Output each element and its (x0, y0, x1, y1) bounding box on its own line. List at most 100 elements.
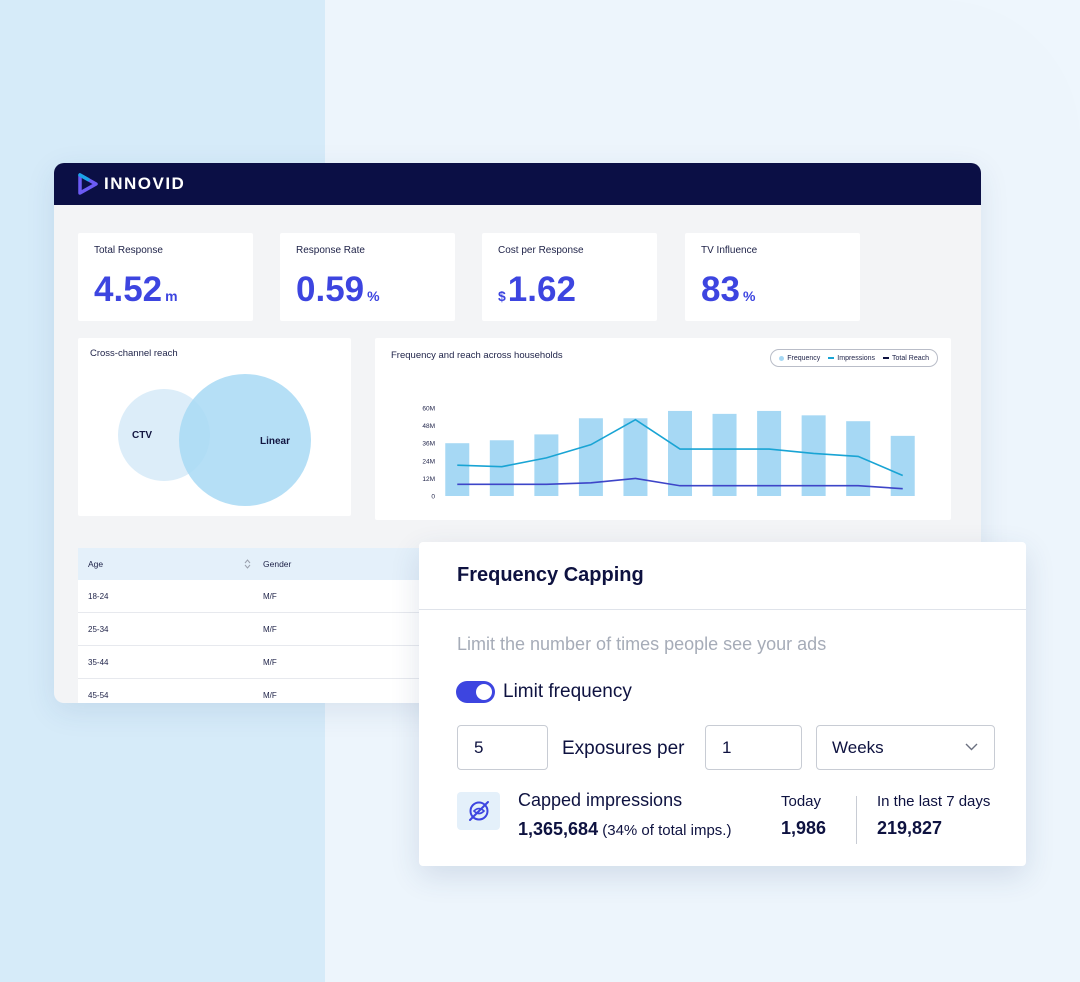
frequency-bar[interactable] (801, 415, 826, 496)
kpi-label: Response Rate (296, 245, 365, 256)
table-header: Age Gender (78, 548, 478, 580)
age-header-label: Age (88, 559, 104, 569)
y-tick-label: 0 (431, 494, 435, 501)
legend-dot (779, 355, 785, 361)
linear-label: Linear (260, 436, 291, 447)
gender-cell: M/F (263, 624, 277, 634)
divider (419, 609, 1026, 610)
period-unit-value: Weeks (832, 737, 884, 757)
period-count-input[interactable]: 1 (705, 725, 802, 770)
frequency-bar[interactable] (668, 410, 692, 496)
frequency-chart: 60M 48M 36M 24M 12M 0 (422, 406, 915, 501)
today-value: 1,986 (781, 818, 827, 838)
y-tick-label: 48M (422, 423, 435, 430)
today-label: Today (781, 793, 822, 810)
linear-circle (179, 374, 311, 506)
kpi-response-rate: Response Rate 0.59 % (280, 233, 455, 321)
card-title: Frequency Capping (457, 564, 644, 586)
y-tick-label: 36M (422, 441, 435, 448)
capped-impressions-value: 1,365,684 (34% of total imps.) (518, 819, 731, 840)
kpi-tv-influence: TV Influence 83 % (685, 233, 860, 321)
legend-total-reach: Total Reach (883, 355, 929, 362)
table-row[interactable]: 18-24 M/F (78, 580, 478, 613)
age-cell: 35-44 (88, 657, 109, 667)
age-column-header[interactable]: Age (78, 559, 263, 569)
last-7-days-value: 219,827 (877, 818, 943, 838)
period-unit-select[interactable]: Weeks (816, 725, 995, 770)
age-cell: 25-34 (88, 624, 109, 634)
demographics-table: Age Gender 18-24 M/F 25-34 M/F 35-44 M/F… (78, 548, 478, 703)
legend-line (883, 357, 890, 359)
legend-label: Frequency (787, 354, 821, 362)
capped-impressions-title: Capped impressions (518, 790, 683, 810)
eye-off-icon-wrap (457, 792, 500, 830)
card-subtitle: Limit the number of times people see you… (457, 634, 827, 654)
brand-name: INNOVID (104, 174, 186, 193)
gender-cell: M/F (263, 690, 277, 700)
toggle-label: Limit frequency (503, 681, 632, 702)
kpi-unit: % (367, 288, 380, 304)
kpi-label: Cost per Response (498, 245, 584, 256)
capped-share-note: (34% of total imps.) (598, 822, 732, 839)
age-cell: 45-54 (88, 690, 109, 700)
kpi-total-response: Total Response 4.52 m (78, 233, 253, 321)
impressions-line[interactable] (457, 418, 904, 477)
legend-label: Impressions (837, 354, 876, 362)
kpi-unit: % (742, 288, 756, 304)
limit-frequency-toggle[interactable] (456, 681, 495, 703)
y-tick-label: 60M (422, 406, 435, 413)
kpi-value: 1.62 (507, 270, 576, 309)
frequency-capping-card: Frequency Capping Limit the number of ti… (419, 542, 1026, 866)
y-tick-label: 12M (422, 476, 435, 483)
dashboard-header: INNOVID (54, 163, 981, 205)
venn-diagram (118, 374, 311, 506)
kpi-value: 4.52 (94, 270, 163, 309)
frequency-bar[interactable] (712, 413, 737, 496)
legend-line (828, 357, 835, 359)
capped-count: 1,365,684 (518, 819, 599, 839)
kpi-prefix: $ (498, 288, 506, 304)
frequency-bar[interactable] (445, 443, 470, 496)
chevron-down-icon (965, 743, 978, 751)
frequency-bar[interactable] (846, 421, 871, 496)
gender-column-header[interactable]: Gender (263, 559, 292, 569)
innovid-logo-icon (78, 173, 98, 195)
sort-icon[interactable] (244, 559, 251, 569)
toggle-knob (476, 684, 492, 700)
innovid-logo[interactable]: INNOVID (78, 173, 185, 195)
age-cell: 18-24 (88, 591, 109, 601)
frequency-bar[interactable] (623, 418, 648, 496)
limit-frequency-row: Limit frequency (456, 681, 632, 703)
frequency-bar[interactable] (489, 440, 514, 496)
table-row[interactable]: 35-44 M/F (78, 646, 478, 679)
gender-cell: M/F (263, 591, 277, 601)
frequency-bar[interactable] (534, 434, 559, 496)
kpi-label: TV Influence (701, 245, 758, 256)
gender-cell: M/F (263, 657, 277, 667)
panel-title: Frequency and reach across households (391, 350, 563, 361)
panel-title: Cross-channel reach (90, 348, 178, 359)
legend-impressions: Impressions (828, 355, 875, 362)
frequency-bar[interactable] (757, 410, 782, 496)
frequency-chart-panel: Frequency and reach across households Fr… (375, 338, 951, 520)
legend-frequency: Frequency (779, 355, 820, 362)
last-7-days-label: In the last 7 days (877, 793, 991, 810)
table-row[interactable]: 25-34 M/F (78, 613, 478, 646)
eye-off-icon (468, 801, 489, 821)
kpi-value: 0.59 (296, 270, 365, 309)
table-row[interactable]: 45-54 M/F (78, 679, 478, 703)
frequency-bar[interactable] (578, 418, 603, 496)
kpi-label: Total Response (94, 245, 163, 256)
stat-divider (856, 796, 857, 844)
kpi-cost-per-response: Cost per Response $ 1.62 (482, 233, 657, 321)
kpi-value: 83 (701, 270, 740, 309)
exposures-input[interactable]: 5 (457, 725, 548, 770)
exposures-per-label: Exposures per (562, 738, 685, 759)
cross-channel-reach-panel: Cross-channel reach CTV Linear (78, 338, 351, 516)
chart-legend[interactable]: Frequency Impressions Total Reach (770, 349, 938, 367)
kpi-unit: m (165, 288, 178, 304)
frequency-bar[interactable] (890, 435, 915, 496)
total-reach-line[interactable] (457, 477, 903, 490)
legend-label: Total Reach (892, 354, 929, 362)
ctv-label: CTV (132, 430, 152, 441)
